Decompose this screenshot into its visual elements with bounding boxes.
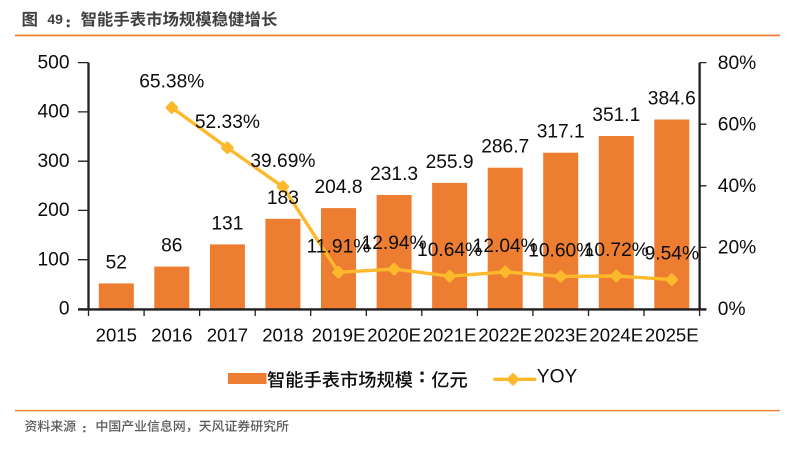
svg-text:2015: 2015 xyxy=(96,324,137,345)
svg-text:52: 52 xyxy=(106,252,127,273)
svg-text:10.72%: 10.72% xyxy=(584,240,649,261)
svg-text:2023E: 2023E xyxy=(534,324,588,345)
svg-text:2025E: 2025E xyxy=(645,324,699,345)
svg-text:YOY: YOY xyxy=(537,366,578,387)
svg-text:351.1: 351.1 xyxy=(592,105,640,126)
svg-text:60%: 60% xyxy=(718,114,756,135)
svg-text:10.60%: 10.60% xyxy=(528,240,593,261)
svg-text:80%: 80% xyxy=(718,53,756,74)
svg-text:2017: 2017 xyxy=(207,324,248,345)
svg-text:10.64%: 10.64% xyxy=(417,240,482,261)
svg-text:131: 131 xyxy=(211,213,243,234)
svg-text:2016: 2016 xyxy=(151,324,192,345)
svg-text:2020E: 2020E xyxy=(367,324,421,345)
svg-text:52.33%: 52.33% xyxy=(195,112,260,133)
svg-text:286.7: 286.7 xyxy=(481,137,529,158)
svg-text:231.3: 231.3 xyxy=(370,164,418,185)
svg-text:2019E: 2019E xyxy=(312,324,366,345)
svg-text:40%: 40% xyxy=(718,176,756,197)
svg-text:200: 200 xyxy=(37,200,69,221)
svg-text:12.94%: 12.94% xyxy=(362,233,427,254)
svg-text:400: 400 xyxy=(37,102,69,123)
svg-text:500: 500 xyxy=(37,52,69,73)
svg-text:100: 100 xyxy=(37,249,69,270)
svg-text:255.9: 255.9 xyxy=(426,152,474,173)
svg-text:9.54%: 9.54% xyxy=(645,244,699,265)
svg-text:65.38%: 65.38% xyxy=(139,72,204,93)
svg-text:2022E: 2022E xyxy=(478,324,532,345)
svg-text:0: 0 xyxy=(59,299,70,320)
svg-text:183: 183 xyxy=(267,188,299,209)
svg-text:11.91%: 11.91% xyxy=(307,236,371,257)
svg-text:12.04%: 12.04% xyxy=(473,236,538,257)
svg-text:49: 49 xyxy=(47,11,63,27)
svg-text:317.1: 317.1 xyxy=(537,122,585,143)
svg-text:2021E: 2021E xyxy=(423,324,477,345)
svg-text:2024E: 2024E xyxy=(589,324,643,345)
svg-text:0%: 0% xyxy=(718,299,746,320)
svg-text:2018: 2018 xyxy=(262,324,303,345)
svg-text:86: 86 xyxy=(161,236,182,257)
svg-text:384.6: 384.6 xyxy=(648,89,696,110)
svg-text:204.8: 204.8 xyxy=(314,177,362,198)
svg-text:20%: 20% xyxy=(718,238,756,259)
svg-text:39.69%: 39.69% xyxy=(250,151,315,172)
svg-text:300: 300 xyxy=(37,151,69,172)
